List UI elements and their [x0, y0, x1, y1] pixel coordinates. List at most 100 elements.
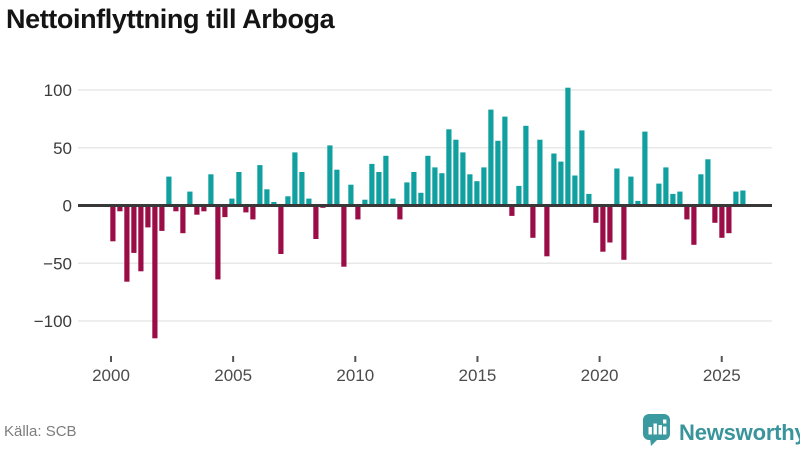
bar [110, 205, 116, 242]
bar [397, 205, 403, 220]
y-tick-label: −100 [34, 312, 72, 331]
bar [607, 205, 613, 243]
bar [558, 161, 564, 206]
bar [341, 205, 347, 267]
bar [313, 205, 319, 239]
bar [502, 116, 508, 206]
bar [355, 205, 361, 220]
bar [740, 190, 746, 206]
bar [229, 198, 235, 206]
newsworthy-logo-icon [642, 413, 671, 450]
chart-title: Nettoinflyttning till Arboga [6, 4, 335, 34]
bar [509, 205, 515, 216]
bar [327, 145, 333, 206]
bar [733, 191, 739, 206]
bar [271, 202, 277, 206]
bar [201, 205, 207, 212]
bar [194, 205, 200, 215]
bar [460, 152, 466, 206]
bar [138, 205, 144, 272]
bar [572, 175, 578, 206]
bar [614, 168, 620, 206]
bar [243, 205, 249, 213]
bar [390, 198, 396, 206]
bar [523, 125, 529, 206]
bar [537, 139, 543, 206]
bar [145, 205, 151, 228]
bar [285, 196, 291, 206]
bar [222, 205, 228, 218]
bar [411, 172, 417, 206]
x-tick-label: 2025 [703, 366, 741, 385]
x-tick-label: 2015 [459, 366, 497, 385]
source-note: Källa: SCB [4, 423, 77, 440]
x-tick-label: 2010 [336, 366, 374, 385]
bar [530, 205, 536, 238]
bar [306, 198, 312, 206]
bar [593, 205, 599, 223]
bar [117, 205, 123, 212]
bar [131, 205, 137, 253]
newsworthy-brand[interactable]: Newsworthy [642, 413, 800, 450]
bar [348, 184, 354, 206]
bar [705, 159, 711, 206]
bar [425, 155, 431, 206]
bar [663, 167, 669, 206]
bar [299, 172, 305, 206]
bar [642, 131, 648, 206]
bar [278, 205, 284, 254]
bar [495, 140, 501, 206]
bar [691, 205, 697, 245]
bar [173, 205, 179, 212]
bar [215, 205, 221, 280]
bar [124, 205, 130, 282]
bar [432, 167, 438, 206]
bar [488, 109, 494, 206]
bar [544, 205, 550, 257]
bar [383, 155, 389, 206]
y-tick-label: 0 [63, 197, 72, 216]
newsworthy-brand-name: Newsworthy [679, 419, 800, 445]
x-tick-label: 2000 [92, 366, 130, 385]
bar [656, 183, 662, 206]
bar [726, 205, 732, 234]
bar [187, 191, 193, 206]
bar [600, 205, 606, 252]
bar [474, 181, 480, 206]
bar [684, 205, 690, 220]
bar [635, 200, 641, 206]
bar [467, 174, 473, 206]
bar [334, 169, 340, 206]
bar [719, 205, 725, 238]
bar [453, 139, 459, 206]
y-tick-label: 100 [44, 81, 72, 100]
bar [152, 205, 158, 339]
bar [565, 87, 571, 206]
bar [446, 129, 452, 206]
bar [418, 192, 424, 206]
bar [166, 176, 172, 206]
bar [376, 172, 382, 206]
x-tick-label: 2005 [214, 366, 252, 385]
bar [621, 205, 627, 260]
bar [257, 165, 263, 206]
bar [404, 182, 410, 206]
bar [159, 205, 165, 231]
bar [516, 185, 522, 206]
bar [264, 189, 270, 206]
bar [579, 130, 585, 206]
bar [670, 193, 676, 206]
bar [481, 167, 487, 206]
bar [698, 174, 704, 206]
bar [628, 176, 634, 206]
bar [369, 163, 375, 206]
bar [292, 152, 298, 206]
bar [551, 153, 557, 206]
bar [180, 205, 186, 234]
bar [712, 205, 718, 223]
bar [236, 172, 242, 206]
bar [208, 174, 214, 206]
y-tick-label: −50 [43, 254, 72, 273]
